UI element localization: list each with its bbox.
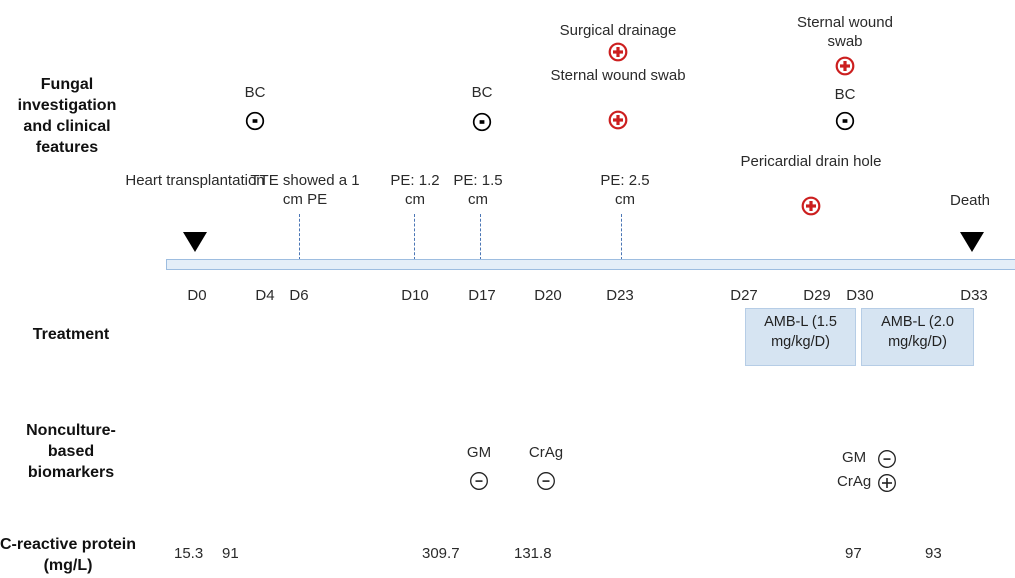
treatment-box: AMB-L (2.0 mg/kg/D)	[861, 308, 974, 366]
label-sternal-swab-2: Sternal wound swab	[797, 14, 893, 50]
dashed-marker-d17	[480, 214, 481, 260]
label-bc-1: BC	[244, 84, 266, 101]
label-crag-2: CrAg	[837, 473, 872, 490]
plus-circle-red-icon	[608, 42, 628, 62]
label-crag-1: CrAg	[528, 444, 564, 461]
label-pericardial-drain-hole: Pericardial drain hole	[740, 153, 882, 170]
down-triangle-icon	[183, 232, 207, 252]
row-label-nonculture: Nonculture-based biomarkers	[26, 422, 116, 481]
label-pe-1: PE: 1.2 cm	[390, 172, 440, 208]
crp-value: 93	[925, 545, 942, 562]
day-label: D33	[960, 287, 988, 304]
day-label: D20	[534, 287, 562, 304]
plus-circle-red-icon	[835, 56, 855, 76]
row-label-treatment: Treatment	[32, 326, 110, 343]
label-pe-2: PE: 1.5 cm	[453, 172, 503, 208]
minus-circle-icon	[877, 449, 897, 469]
crp-value: 91	[222, 545, 239, 562]
crp-value: 309.7	[422, 545, 460, 562]
day-label: D30	[846, 287, 874, 304]
label-heart-transplantation: Heart transplantation	[125, 172, 265, 189]
day-label: D27	[730, 287, 758, 304]
plus-circle-red-icon	[608, 110, 628, 130]
down-triangle-icon	[960, 232, 984, 252]
minus-circle-icon	[835, 111, 855, 131]
day-label: D23	[606, 287, 634, 304]
dashed-marker-d6	[299, 214, 300, 260]
row-label-crp: C-reactive protein (mg/L)	[0, 536, 137, 574]
plus-circle-icon	[877, 473, 897, 493]
day-label: D29	[803, 287, 831, 304]
dashed-marker-d10	[414, 214, 415, 260]
treatment-box: AMB-L (1.5 mg/kg/D)	[745, 308, 856, 366]
label-gm-1: GM	[466, 444, 492, 461]
label-tte: TTE showed a 1 cm PE	[250, 172, 360, 208]
plus-circle-red-icon	[801, 196, 821, 216]
crp-value: 97	[845, 545, 862, 562]
day-label: D6	[289, 287, 309, 304]
timeline-bar	[166, 259, 1015, 270]
minus-circle-icon	[245, 111, 265, 131]
crp-value: 131.8	[514, 545, 552, 562]
crp-value: 15.3	[174, 545, 204, 562]
label-bc-2: BC	[471, 84, 493, 101]
minus-circle-icon	[469, 471, 489, 491]
label-sternal-swab-1: Sternal wound swab	[550, 67, 686, 84]
minus-circle-icon	[536, 471, 556, 491]
label-death: Death	[949, 192, 991, 209]
label-surgical-drainage: Surgical drainage	[559, 22, 677, 39]
minus-circle-icon	[472, 112, 492, 132]
day-label: D17	[468, 287, 496, 304]
label-bc-3: BC	[834, 86, 856, 103]
day-label: D0	[187, 287, 207, 304]
label-pe-3: PE: 2.5 cm	[600, 172, 650, 208]
label-gm-2: GM	[842, 449, 867, 466]
dashed-marker-d23	[621, 214, 622, 260]
row-label-fungal: Fungal investigation and clinical featur…	[17, 76, 117, 156]
day-label: D4	[255, 287, 275, 304]
day-label: D10	[401, 287, 429, 304]
